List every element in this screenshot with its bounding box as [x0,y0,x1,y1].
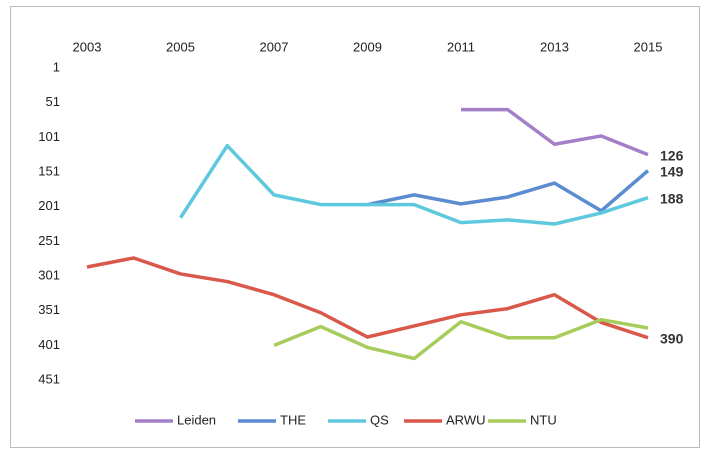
y-tick-label: 251 [38,233,60,248]
y-tick-label: 1 [53,59,60,74]
chart-border [10,6,700,448]
y-tick-label: 101 [38,129,60,144]
legend-label: ARWU [446,412,485,427]
x-tick-label: 2007 [260,39,289,54]
x-tick-label: 2005 [166,39,195,54]
legend-label: THE [280,412,306,427]
x-tick-label: 2015 [634,39,663,54]
end-label: 188 [660,190,684,206]
x-tick-label: 2011 [447,39,475,54]
y-tick-label: 201 [38,198,60,213]
y-tick-label: 401 [38,337,60,352]
x-tick-label: 2013 [540,39,569,54]
series-line [86,256,649,340]
legend-label: NTU [530,412,557,427]
y-tick-label: 151 [38,163,60,178]
y-tick-label: 51 [46,94,60,109]
end-label: 390 [660,330,684,346]
y-tick-label: 301 [38,267,60,282]
series-line [273,317,649,361]
y-tick-label: 451 [38,371,60,386]
x-tick-label: 2003 [73,39,102,54]
end-label: 126 [660,147,684,163]
legend-label: Leiden [177,412,216,427]
series-line [461,107,649,157]
series-line [179,143,649,226]
y-tick-label: 351 [38,302,60,317]
legend-label: QS [370,412,389,427]
series-line [367,169,650,213]
x-tick-label: 2009 [353,39,382,54]
end-label: 149 [660,163,684,179]
